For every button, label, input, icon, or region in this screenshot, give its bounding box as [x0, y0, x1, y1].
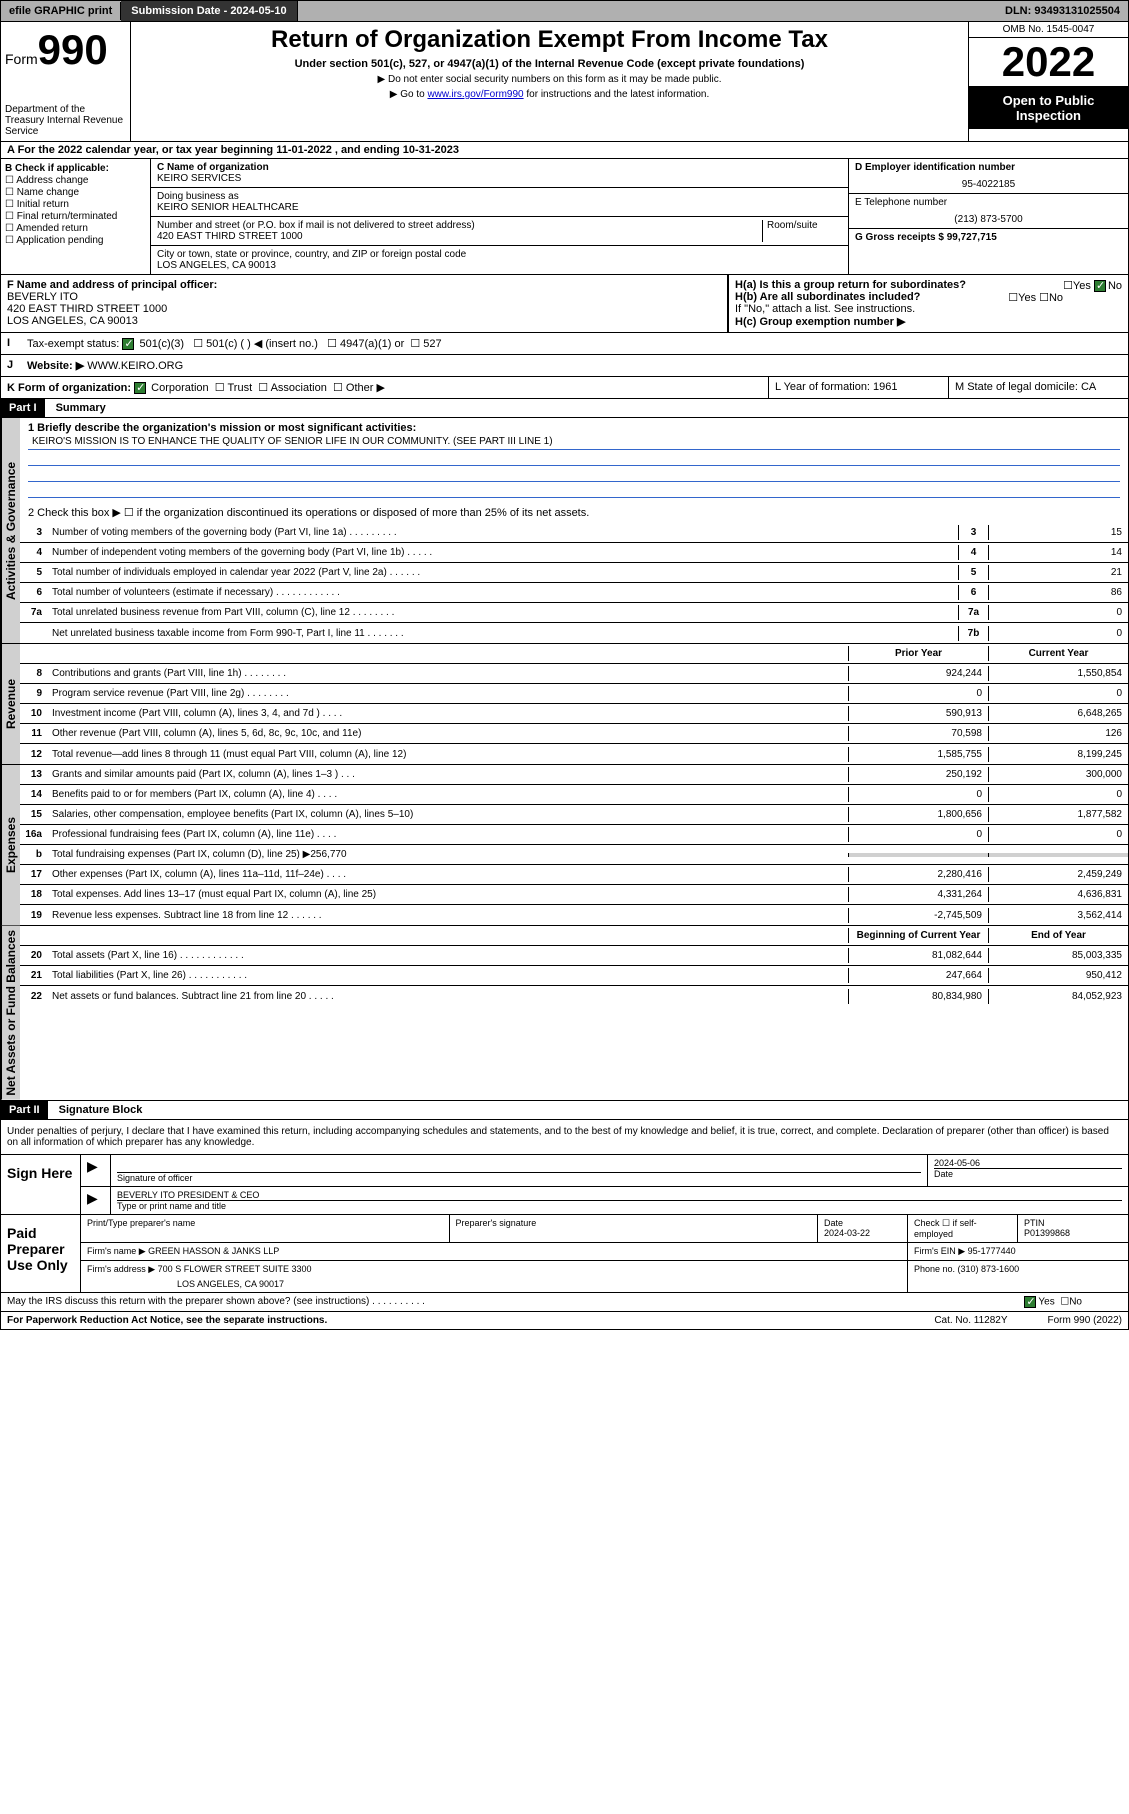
section-a: A For the 2022 calendar year, or tax yea…: [0, 142, 1129, 159]
city: LOS ANGELES, CA 90013: [157, 260, 842, 271]
col-d: D Employer identification number 95-4022…: [848, 159, 1128, 274]
governance-section: Activities & Governance 1 Briefly descri…: [0, 418, 1129, 644]
table-row: Net unrelated business taxable income fr…: [20, 623, 1128, 643]
part2-bar: Part II Signature Block: [0, 1101, 1129, 1120]
ptin: P01399868: [1024, 1228, 1070, 1238]
table-row: 6 Total number of volunteers (estimate i…: [20, 583, 1128, 603]
state-domicile: M State of legal domicile: CA: [948, 377, 1128, 398]
row-i: I Tax-exempt status: 501(c)(3) ☐ 501(c) …: [0, 333, 1129, 355]
irs-link[interactable]: www.irs.gov/Form990: [427, 89, 523, 100]
table-row: 18 Total expenses. Add lines 13–17 (must…: [20, 885, 1128, 905]
footer-row: For Paperwork Reduction Act Notice, see …: [0, 1312, 1129, 1330]
expenses-section: Expenses 13 Grants and similar amounts p…: [0, 765, 1129, 926]
revenue-section: Revenue Prior Year Current Year 8 Contri…: [0, 644, 1129, 765]
dept-label: Department of the Treasury Internal Reve…: [5, 104, 126, 137]
submission-date[interactable]: Submission Date - 2024-05-10: [121, 1, 297, 21]
cb-amended[interactable]: ☐ Amended return: [5, 223, 146, 234]
col-b: B Check if applicable: ☐ Address change …: [1, 159, 151, 274]
form-ref: Form 990 (2022): [1048, 1315, 1122, 1326]
header-grid: B Check if applicable: ☐ Address change …: [0, 159, 1129, 275]
sig-declaration: Under penalties of perjury, I declare th…: [0, 1120, 1129, 1155]
arrow-line-2: ▶ Go to www.irs.gov/Form990 for instruct…: [141, 89, 958, 100]
firm-phone: Phone no. (310) 873-1600: [908, 1261, 1128, 1292]
arrow-line-1: ▶ Do not enter social security numbers o…: [141, 74, 958, 85]
gross-receipts: G Gross receipts $ 99,727,715: [855, 232, 1122, 243]
table-row: 20 Total assets (Part X, line 16) . . . …: [20, 946, 1128, 966]
prep-date: 2024-03-22: [824, 1228, 870, 1238]
cat-no: Cat. No. 11282Y: [934, 1315, 1007, 1326]
table-row: 14 Benefits paid to or for members (Part…: [20, 785, 1128, 805]
cb-no[interactable]: [1094, 280, 1106, 292]
ein: 95-4022185: [855, 179, 1122, 190]
col-c: C Name of organization KEIRO SERVICES Do…: [151, 159, 848, 274]
paid-preparer-grid: Paid Preparer Use Only Print/Type prepar…: [0, 1215, 1129, 1293]
firm-ein: Firm's EIN ▶ 95-1777440: [908, 1243, 1128, 1260]
table-row: 12 Total revenue—add lines 8 through 11 …: [20, 744, 1128, 764]
table-row: 3 Number of voting members of the govern…: [20, 523, 1128, 543]
table-row: 13 Grants and similar amounts paid (Part…: [20, 765, 1128, 785]
cb-name[interactable]: ☐ Name change: [5, 187, 146, 198]
table-row: 4 Number of independent voting members o…: [20, 543, 1128, 563]
row-k: K Form of organization: Corporation ☐ Tr…: [0, 377, 1129, 399]
cb-pending[interactable]: ☐ Application pending: [5, 235, 146, 246]
cb-address[interactable]: ☐ Address change: [5, 175, 146, 186]
form-number-box: Form990 Department of the Treasury Inter…: [1, 22, 131, 141]
street: 420 EAST THIRD STREET 1000: [157, 231, 762, 242]
open-inspection: Open to Public Inspection: [969, 87, 1128, 129]
part1-bar: Part I Summary: [0, 399, 1129, 418]
table-row: 8 Contributions and grants (Part VIII, l…: [20, 664, 1128, 684]
phone: (213) 873-5700: [855, 214, 1122, 225]
cb-discuss-yes[interactable]: [1024, 1296, 1036, 1308]
header-bar: efile GRAPHIC print Submission Date - 20…: [0, 0, 1129, 22]
sign-here-grid: Sign Here ▶ Signature of officer 2024-05…: [0, 1155, 1129, 1215]
row-fh: F Name and address of principal officer:…: [0, 275, 1129, 333]
dba-name: KEIRO SENIOR HEALTHCARE: [157, 202, 842, 213]
netassets-section: Net Assets or Fund Balances Beginning of…: [0, 926, 1129, 1101]
spacer: [298, 8, 997, 14]
firm-addr: 700 S FLOWER STREET SUITE 3300: [158, 1264, 312, 1274]
table-row: 19 Revenue less expenses. Subtract line …: [20, 905, 1128, 925]
cb-501c3[interactable]: [122, 338, 134, 350]
officer-sig-name: BEVERLY ITO PRESIDENT & CEO: [117, 1190, 1122, 1200]
table-row: 15 Salaries, other compensation, employe…: [20, 805, 1128, 825]
org-name: KEIRO SERVICES: [157, 173, 842, 184]
table-row: 11 Other revenue (Part VIII, column (A),…: [20, 724, 1128, 744]
form-year-box: OMB No. 1545-0047 2022 Open to Public In…: [968, 22, 1128, 141]
form-title: Return of Organization Exempt From Incom…: [141, 26, 958, 54]
row-j: J Website: ▶ WWW.KEIRO.ORG: [0, 355, 1129, 377]
efile-label: efile GRAPHIC print: [1, 2, 121, 20]
discuss-row: May the IRS discuss this return with the…: [0, 1293, 1129, 1312]
mission: KEIRO'S MISSION IS TO ENHANCE THE QUALIT…: [28, 436, 1120, 450]
dln: DLN: 93493131025504: [997, 2, 1128, 20]
table-row: 10 Investment income (Part VIII, column …: [20, 704, 1128, 724]
table-row: 21 Total liabilities (Part X, line 26) .…: [20, 966, 1128, 986]
cb-initial[interactable]: ☐ Initial return: [5, 199, 146, 210]
sig-date: 2024-05-06: [934, 1158, 1122, 1168]
officer-name: BEVERLY ITO: [7, 291, 721, 303]
cb-corp[interactable]: [134, 382, 146, 394]
website: WWW.KEIRO.ORG: [87, 360, 183, 372]
form-subtitle: Under section 501(c), 527, or 4947(a)(1)…: [141, 58, 958, 70]
table-row: 22 Net assets or fund balances. Subtract…: [20, 986, 1128, 1006]
table-row: 9 Program service revenue (Part VIII, li…: [20, 684, 1128, 704]
omb-number: OMB No. 1545-0047: [969, 22, 1128, 38]
form-title-box: Return of Organization Exempt From Incom…: [131, 22, 968, 141]
firm-name: GREEN HASSON & JANKS LLP: [148, 1246, 279, 1256]
table-row: 7a Total unrelated business revenue from…: [20, 603, 1128, 623]
cb-final[interactable]: ☐ Final return/terminated: [5, 211, 146, 222]
table-row: 17 Other expenses (Part IX, column (A), …: [20, 865, 1128, 885]
tax-year: 2022: [969, 38, 1128, 87]
table-row: 5 Total number of individuals employed i…: [20, 563, 1128, 583]
table-row: b Total fundraising expenses (Part IX, c…: [20, 845, 1128, 865]
year-formation: L Year of formation: 1961: [768, 377, 948, 398]
form-top: Form990 Department of the Treasury Inter…: [0, 22, 1129, 142]
table-row: 16a Professional fundraising fees (Part …: [20, 825, 1128, 845]
